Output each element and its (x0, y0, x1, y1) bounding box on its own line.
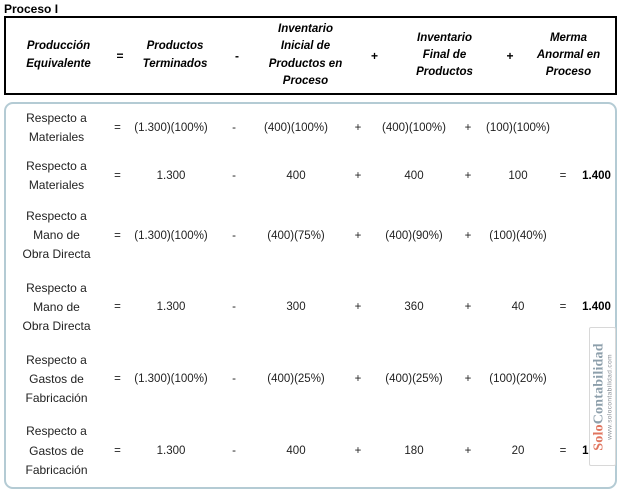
productos-terminados-value: 1.300 (156, 445, 186, 458)
inventario-final-value: (400)(25%) (385, 373, 443, 386)
header-plus-operator: + (370, 48, 378, 63)
table-row-materiales-percent: Respecto a Materiales = (1.300)(100%) - … (6, 104, 617, 152)
table-row-materiales-total: Respecto a Materiales = 1.300 - 400 + 40… (6, 152, 617, 200)
productos-terminados-value: (1.300)(100%) (134, 373, 208, 386)
watermark-brand-contabilidad: Contabilidad (590, 342, 606, 424)
formula-header-row: Producción Equivalente = Productos Termi… (6, 18, 615, 93)
merma-anormal-value: (100)(100%) (486, 121, 550, 134)
header-plus-operator: + (506, 48, 514, 63)
inventario-inicial-value: 300 (286, 301, 306, 314)
header-inventario-final: Inventario Final de Productos (416, 31, 473, 79)
plus-operator: + (464, 169, 472, 182)
header-produccion-equivalente: Producción Equivalente (26, 40, 91, 70)
equals-operator: = (114, 229, 121, 242)
page-title: Proceso I (4, 2, 59, 16)
minus-operator: - (232, 373, 236, 386)
merma-anormal-value: (100)(40%) (489, 229, 547, 242)
inventario-inicial-value: 400 (286, 445, 306, 458)
inventario-final-value: (400)(100%) (382, 121, 446, 134)
equals-operator: = (114, 373, 121, 386)
row-label: Respecto a Mano de Obra Directa (22, 208, 91, 262)
formula-header-box: Producción Equivalente = Productos Termi… (4, 16, 617, 95)
equals-operator (550, 104, 576, 152)
calculations-table: Respecto a Materiales = (1.300)(100%) - … (6, 104, 617, 487)
productos-terminados-value: (1.300)(100%) (134, 229, 208, 242)
plus-operator: + (354, 373, 362, 386)
row-label: Respecto a Gastos de Fabricación (25, 424, 88, 477)
merma-anormal-value: (100)(20%) (489, 373, 547, 386)
inventario-final-value: 400 (404, 169, 424, 182)
minus-operator: - (232, 229, 236, 242)
plus-operator: + (354, 169, 362, 182)
minus-operator: - (232, 445, 236, 458)
result-value (576, 104, 617, 152)
minus-operator: - (232, 301, 236, 314)
row-label: Respecto a Materiales (26, 110, 87, 144)
calculations-box: Respecto a Materiales = (1.300)(100%) - … (4, 102, 617, 489)
row-label: Respecto a Materiales (26, 158, 87, 192)
plus-operator: + (354, 301, 362, 314)
productos-terminados-value: 1.300 (156, 169, 186, 182)
equals-operator (550, 343, 576, 415)
equals-operator: = (559, 301, 567, 314)
inventario-final-value: (400)(90%) (385, 229, 443, 242)
equals-operator: = (114, 121, 121, 134)
header-inventario-inicial: Inventario Inicial de Productos en Proce… (268, 23, 343, 87)
watermark-brand: SoloContabilidad (590, 342, 606, 451)
site-watermark: SoloContabilidad www.solocontabilidad.co… (589, 327, 616, 466)
inventario-final-value: 180 (404, 445, 424, 458)
header-minus-operator: - (235, 48, 239, 63)
inventario-inicial-value: (400)(75%) (267, 229, 325, 242)
productos-terminados-value: 1.300 (156, 301, 186, 314)
inventario-inicial-value: 400 (286, 169, 306, 182)
plus-operator: + (464, 229, 472, 242)
productos-terminados-value: (1.300)(100%) (134, 121, 208, 134)
equals-operator: = (559, 445, 567, 458)
result-value (576, 200, 617, 272)
equals-operator: = (114, 169, 121, 182)
table-row-mano-obra-percent: Respecto a Mano de Obra Directa = (1.300… (6, 200, 617, 272)
merma-anormal-value: 20 (511, 445, 525, 458)
equals-operator: = (559, 169, 567, 182)
table-row-gastos-percent: Respecto a Gastos de Fabricación = (1.30… (6, 343, 617, 415)
result-value: 1.400 (582, 169, 611, 182)
minus-operator: - (232, 121, 236, 134)
table-row-gastos-total: Respecto a Gastos de Fabricación = 1.300… (6, 415, 617, 487)
plus-operator: + (464, 301, 472, 314)
header-productos-terminados: Productos Terminados (142, 40, 208, 70)
row-label: Respecto a Mano de Obra Directa (22, 280, 91, 334)
minus-operator: - (232, 169, 236, 182)
watermark-rotated-content: SoloContabilidad www.solocontabilidad.co… (590, 342, 614, 451)
merma-anormal-value: 40 (511, 301, 525, 314)
plus-operator: + (354, 445, 362, 458)
equals-operator: = (114, 301, 121, 314)
result-value: 1.400 (582, 301, 611, 314)
inventario-inicial-value: (400)(100%) (264, 121, 328, 134)
plus-operator: + (354, 229, 362, 242)
plus-operator: + (464, 445, 472, 458)
header-merma-anormal: Merma Anormal en Proceso (536, 31, 601, 79)
table-row-mano-obra-total: Respecto a Mano de Obra Directa = 1.300 … (6, 272, 617, 344)
inventario-inicial-value: (400)(25%) (267, 373, 325, 386)
merma-anormal-value: 100 (508, 169, 528, 182)
row-label: Respecto a Gastos de Fabricación (25, 352, 88, 405)
watermark-brand-solo: Solo (590, 423, 606, 451)
header-equals-operator: = (116, 48, 124, 63)
equals-operator: = (114, 445, 121, 458)
inventario-final-value: 360 (404, 301, 424, 314)
plus-operator: + (464, 121, 472, 134)
formula-header-table: Producción Equivalente = Productos Termi… (6, 18, 615, 93)
plus-operator: + (354, 121, 362, 134)
plus-operator: + (464, 373, 472, 386)
equals-operator (550, 200, 576, 272)
watermark-url: www.solocontabilidad.com (605, 353, 613, 440)
